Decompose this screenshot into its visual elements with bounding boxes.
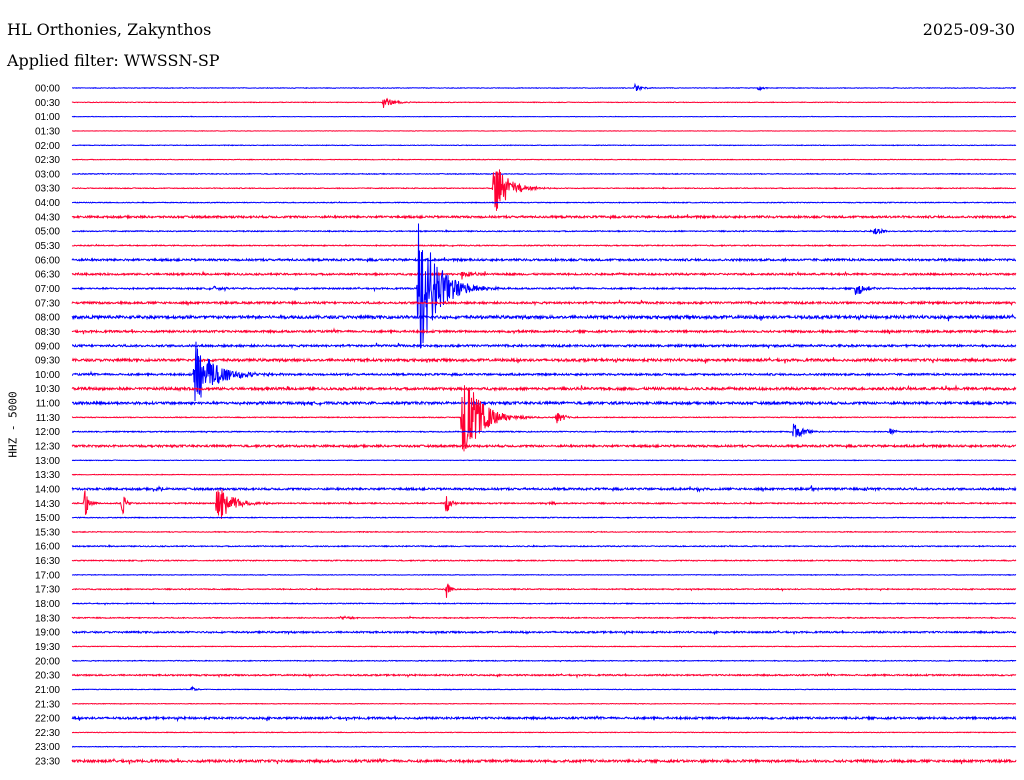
station-title: HL Orthonies, Zakynthos — [7, 20, 212, 39]
row-time-label: 10:00 — [35, 370, 60, 381]
row-time-label: 22:00 — [35, 714, 60, 725]
seismic-trace-1600 — [71, 544, 1017, 548]
row-time-label: 12:00 — [35, 427, 60, 438]
row-time-label: 16:00 — [35, 542, 60, 553]
row-time-label: 13:00 — [35, 456, 60, 467]
row-time-label: 07:30 — [35, 298, 60, 309]
seismic-trace-1830 — [71, 615, 1016, 620]
row-time-label: 08:30 — [35, 327, 60, 338]
row-time-label: 18:00 — [35, 599, 60, 610]
seismic-trace-1000 — [72, 341, 1017, 402]
seismic-trace-1430 — [71, 489, 1017, 519]
seismic-trace-0530 — [71, 243, 1016, 248]
seismic-trace-0700 — [71, 223, 1017, 349]
row-time-label: 09:00 — [35, 341, 60, 352]
seismic-trace-1500 — [71, 516, 1017, 519]
seismic-trace-2030 — [71, 672, 1017, 679]
seismic-trace-1030 — [71, 384, 1017, 392]
seismic-trace-1200 — [71, 423, 1017, 438]
row-time-label: 23:30 — [35, 757, 60, 768]
seismic-trace-1800 — [71, 601, 1017, 606]
seismic-trace-0730 — [71, 299, 1017, 307]
row-time-label: 19:30 — [35, 642, 60, 653]
seismic-trace-0230 — [71, 158, 1017, 161]
row-time-label: 17:00 — [35, 570, 60, 581]
seismic-trace-0030 — [71, 97, 1016, 108]
row-time-label: 06:00 — [35, 255, 60, 266]
row-time-label: 18:30 — [35, 613, 60, 624]
row-time-label: 11:30 — [36, 413, 61, 424]
row-time-label: 16:30 — [35, 556, 60, 567]
row-time-label: 15:30 — [35, 527, 60, 538]
row-time-label: 02:00 — [35, 141, 60, 152]
seismic-trace-0330 — [71, 169, 1017, 211]
row-time-label: 15:00 — [35, 513, 60, 524]
seismic-trace-1900 — [71, 629, 1017, 636]
row-time-label: 20:30 — [35, 671, 60, 682]
row-time-label: 08:00 — [35, 313, 60, 324]
seismic-trace-0630 — [71, 270, 1017, 280]
seismic-trace-2000 — [71, 659, 1017, 663]
seismic-trace-0300 — [72, 172, 1017, 176]
seismic-trace-1530 — [71, 530, 1017, 534]
seismic-trace-0400 — [72, 200, 1016, 204]
row-time-label: 22:30 — [35, 728, 60, 739]
row-time-label: 05:30 — [35, 241, 60, 252]
row-time-label: 00:30 — [35, 98, 60, 109]
seismic-trace-2330 — [71, 757, 1017, 765]
seismic-trace-0830 — [71, 327, 1017, 335]
seismic-trace-0900 — [72, 342, 1017, 350]
row-time-label: 14:00 — [35, 484, 60, 495]
row-time-label: 14:30 — [35, 499, 60, 510]
row-time-label: 02:30 — [35, 155, 60, 166]
row-time-label: 23:00 — [35, 742, 60, 753]
seismic-trace-1130 — [71, 385, 1017, 452]
seismic-trace-1700 — [71, 573, 1017, 576]
seismic-trace-0930 — [71, 356, 1017, 364]
seismic-trace-0500 — [71, 227, 1017, 235]
seismic-trace-0800 — [71, 313, 1017, 322]
row-time-label: 20:00 — [35, 656, 60, 667]
row-time-label: 11:00 — [36, 399, 61, 410]
seismic-trace-0200 — [71, 143, 1017, 147]
seismic-trace-1400 — [71, 485, 1017, 493]
row-time-label: 10:30 — [35, 384, 60, 395]
seismic-trace-0100 — [71, 115, 1017, 118]
row-time-label: 13:30 — [35, 470, 60, 481]
row-time-label: 03:30 — [35, 184, 60, 195]
seismic-trace-1630 — [71, 559, 1017, 563]
seismic-trace-1300 — [71, 458, 1017, 462]
seismic-trace-1330 — [71, 473, 1017, 476]
row-time-label: 09:30 — [35, 356, 60, 367]
row-time-label: 21:30 — [35, 699, 60, 710]
seismic-trace-2200 — [71, 715, 1017, 723]
date-label: 2025-09-30 — [922, 20, 1015, 39]
row-time-label: 00:00 — [35, 84, 60, 95]
row-time-label: 05:00 — [35, 227, 60, 238]
row-time-label: 04:00 — [35, 198, 60, 209]
seismic-trace-2230 — [71, 731, 1017, 735]
row-time-label: 01:30 — [35, 126, 60, 137]
seismic-trace-2300 — [72, 745, 1016, 749]
seismic-trace-0430 — [71, 213, 1017, 220]
row-time-label: 07:00 — [35, 284, 60, 295]
row-time-label: 01:00 — [35, 112, 60, 123]
seismic-trace-1100 — [71, 400, 1017, 407]
seismic-trace-0600 — [71, 256, 1016, 263]
seismic-trace-1930 — [71, 645, 1017, 649]
seismic-trace-0000 — [72, 82, 1017, 92]
row-time-label: 03:00 — [35, 169, 60, 180]
row-time-label: 19:00 — [35, 628, 60, 639]
row-time-label: 04:30 — [35, 212, 60, 223]
seismic-trace-2130 — [71, 702, 1017, 706]
row-time-label: 21:00 — [35, 685, 60, 696]
seismic-trace-2100 — [71, 685, 1017, 692]
seismic-trace-1230 — [71, 443, 1017, 449]
row-time-label: 12:30 — [35, 442, 60, 453]
row-time-label: 06:30 — [35, 270, 60, 281]
seismic-trace-1730 — [71, 583, 1017, 598]
row-time-label: 17:30 — [35, 585, 60, 596]
filter-label: Applied filter: WWSSN-SP — [7, 51, 220, 70]
